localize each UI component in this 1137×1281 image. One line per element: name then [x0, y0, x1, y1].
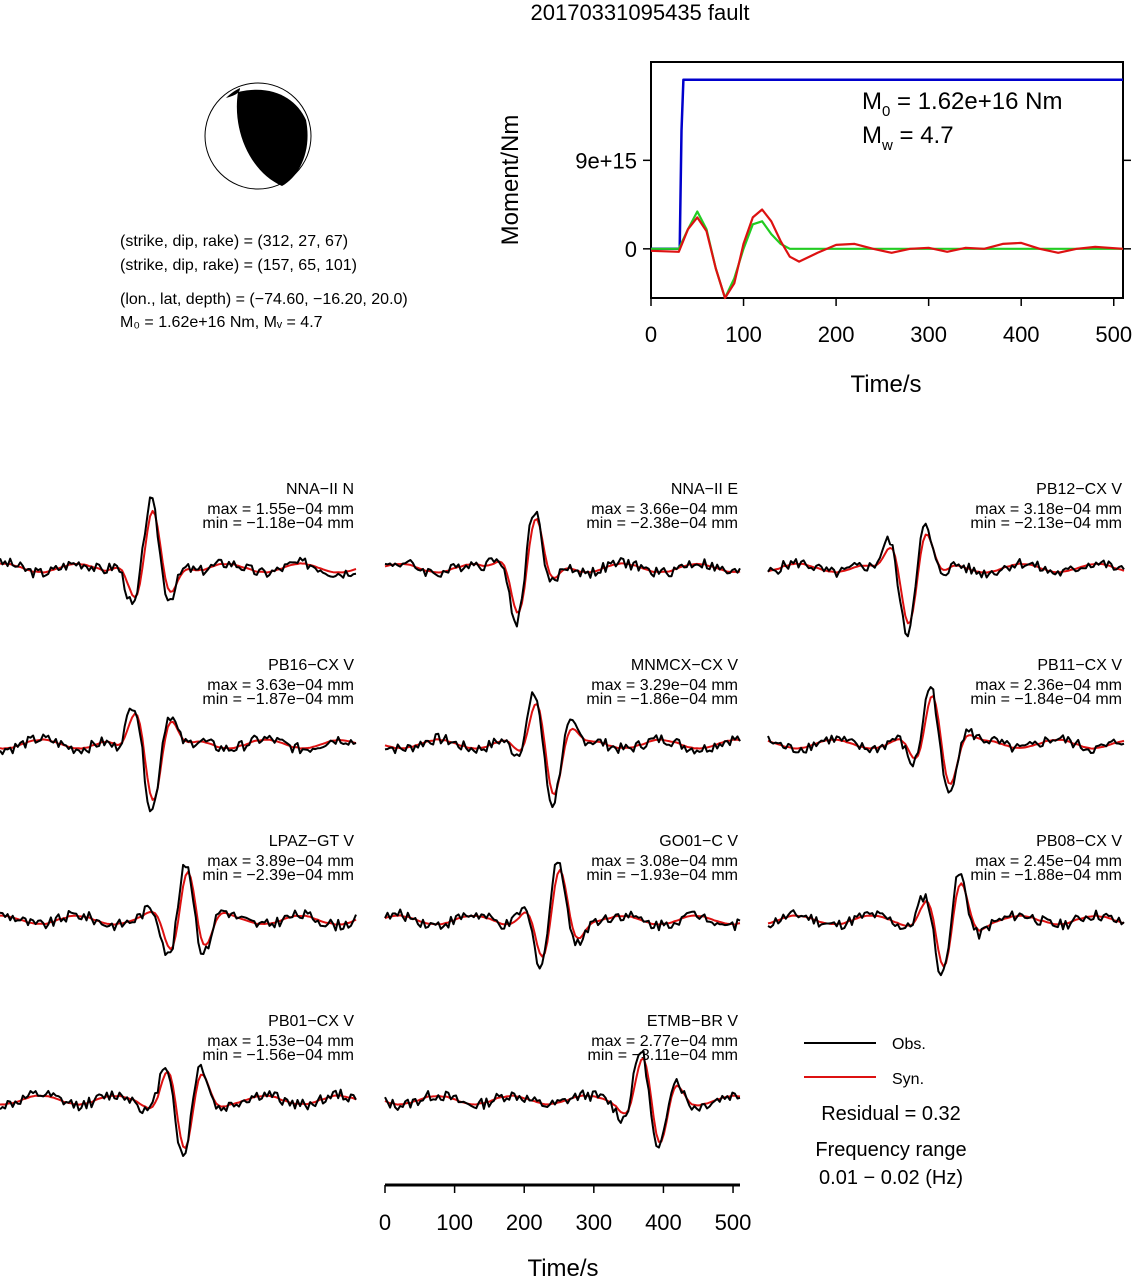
station-name: GO01−C V — [659, 833, 738, 850]
stf-m0-label: M0 = 1.62e+16 Nm — [862, 88, 1062, 120]
stf-xlabel: Time/s — [850, 371, 921, 398]
station-min: min = −2.38e−04 mm — [586, 515, 738, 532]
station-name: NNA−II E — [671, 481, 738, 498]
waveform-time-axis: 0 100 200 300 400 500 Time/s — [379, 1183, 752, 1281]
observed-waveform — [0, 1063, 357, 1157]
synthetic-waveform — [767, 533, 1125, 625]
station-name: PB01−CX V — [268, 1013, 354, 1030]
observed-waveform — [767, 873, 1125, 977]
waveform-xtick-label: 200 — [506, 1210, 543, 1235]
station-name: LPAZ−GT V — [269, 833, 355, 850]
station-min: min = −2.39e−04 mm — [202, 867, 354, 884]
waveform-xtick-label: 100 — [436, 1210, 473, 1235]
station-min: min = −2.13e−04 mm — [970, 515, 1122, 532]
frequency-range-value: 0.01 − 0.02 (Hz) — [819, 1167, 963, 1189]
station-max: max = 1.55e−04 mm — [207, 501, 354, 518]
stf-ytick-label: 9e+15 — [575, 148, 637, 173]
stf-xtick-label: 100 — [725, 322, 762, 347]
station-name: PB08−CX V — [1036, 833, 1122, 850]
station-max: max = 2.36e−04 mm — [975, 677, 1122, 694]
stf-xtick-label: 0 — [645, 322, 657, 347]
station-name: ETMB−BR V — [647, 1013, 738, 1030]
observed-waveform — [767, 522, 1125, 638]
station-min: min = −1.87e−04 mm — [202, 691, 354, 708]
station-max: max = 3.66e−04 mm — [591, 501, 738, 518]
waveform-xlabel: Time/s — [527, 1255, 598, 1281]
legend: Obs. Syn. Residual = 0.32 Frequency rang… — [804, 1036, 967, 1189]
observed-waveform — [767, 686, 1125, 794]
station-name: MNMCX−CX V — [631, 657, 738, 674]
station-min: min = −3.11e−04 mm — [588, 1047, 738, 1064]
legend-obs-label: Obs. — [892, 1036, 926, 1053]
station-name: PB16−CX V — [268, 657, 354, 674]
station-max: max = 2.77e−04 mm — [591, 1033, 738, 1050]
page-title: 20170331095435 fault — [531, 0, 750, 25]
stf-ylabel: Moment/Nm — [497, 115, 524, 246]
observed-waveform — [0, 863, 357, 956]
observed-waveform — [384, 510, 741, 628]
focal-line-4: M₀ = 1.62e+16 Nm, Mᵥ = 4.7 — [120, 314, 323, 331]
waveform-xtick-label: 300 — [575, 1210, 612, 1235]
stf-moment-rate-line-2 — [650, 208, 1124, 300]
station-min: min = −1.18e−04 mm — [202, 515, 354, 532]
station-name: PB11−CX V — [1037, 657, 1122, 674]
stf-mw-label: Mw = 4.7 — [862, 122, 954, 154]
focal-line-1: (strike, dip, rake) = (312, 27, 67) — [120, 233, 348, 250]
stf-xtick-label: 500 — [1095, 322, 1132, 347]
stf-frame — [650, 61, 1124, 299]
stf-xtick-label: 400 — [1003, 322, 1040, 347]
station-max: max = 2.45e−04 mm — [975, 853, 1122, 870]
observed-waveform — [0, 707, 357, 813]
station-name: NNA−II N — [286, 481, 354, 498]
focal-line-3: (lon., lat, depth) = (−74.60, −16.20, 20… — [120, 291, 408, 308]
observed-waveform — [384, 691, 741, 809]
station-max: max = 3.29e−04 mm — [591, 677, 738, 694]
station-min: min = −1.56e−04 mm — [202, 1047, 354, 1064]
stf-xtick-label: 300 — [910, 322, 947, 347]
frequency-range-title: Frequency range — [815, 1139, 966, 1161]
observed-waveform — [384, 861, 741, 970]
station-max: max = 3.08e−04 mm — [591, 853, 738, 870]
observed-waveform — [384, 1050, 741, 1149]
station-min: min = −1.84e−04 mm — [970, 691, 1122, 708]
residual-text: Residual = 0.32 — [821, 1103, 961, 1125]
focal-line-2: (strike, dip, rake) = (157, 65, 101) — [120, 257, 357, 274]
station-max: max = 3.89e−04 mm — [207, 853, 354, 870]
legend-syn-label: Syn. — [892, 1071, 924, 1088]
waveform-xtick-label: 500 — [715, 1210, 752, 1235]
station-name: PB12−CX V — [1036, 481, 1122, 498]
station-min: min = −1.88e−04 mm — [970, 867, 1122, 884]
focal-mechanism-beachball — [204, 82, 312, 190]
stf-ytick-label: 0 — [625, 237, 637, 262]
observed-waveform — [0, 496, 357, 606]
station-min: min = −1.86e−04 mm — [586, 691, 738, 708]
waveform-xtick-label: 0 — [379, 1210, 391, 1235]
station-max: max = 3.18e−04 mm — [975, 501, 1122, 518]
stf-xtick-label: 200 — [818, 322, 855, 347]
synthetic-waveform — [0, 509, 357, 599]
station-max: max = 1.53e−04 mm — [207, 1033, 354, 1050]
station-max: max = 3.63e−04 mm — [207, 677, 354, 694]
waveform-xtick-label: 400 — [645, 1210, 682, 1235]
station-min: min = −1.93e−04 mm — [586, 867, 738, 884]
